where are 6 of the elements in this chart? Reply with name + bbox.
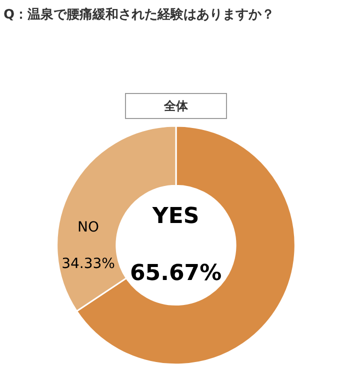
data-label: 65.67%	[130, 261, 222, 286]
data-label: 34.33%	[62, 256, 115, 272]
slice-label: NO	[78, 220, 100, 236]
chart-subtitle: 全体	[163, 99, 189, 113]
chart-title: Q：温泉で腰痛緩和された経験はありますか？	[4, 6, 275, 22]
slice-label: YES	[151, 204, 200, 229]
